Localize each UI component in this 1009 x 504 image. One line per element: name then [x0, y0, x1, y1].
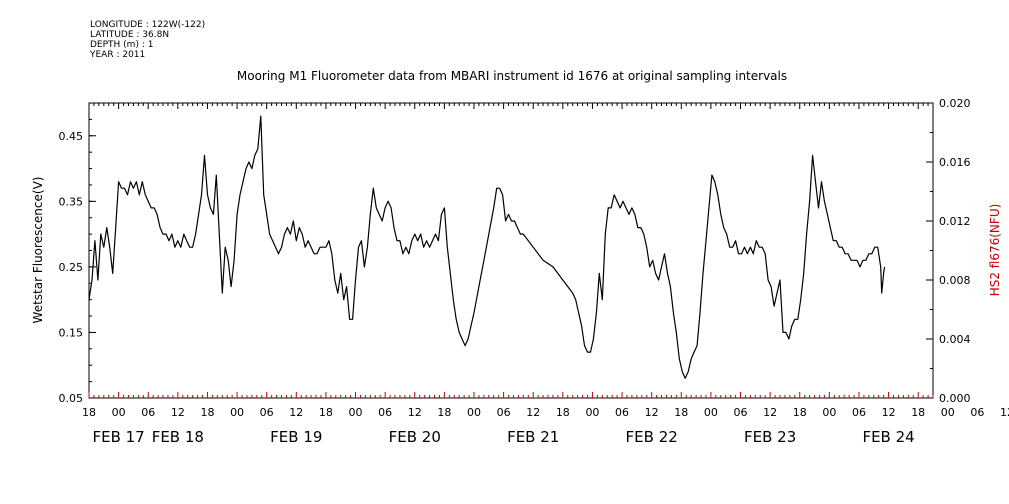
- x-tick-label: 12: [882, 406, 896, 419]
- series-line: [88, 115, 886, 379]
- x-tick-label: 00: [941, 406, 955, 419]
- y-tick-label-left: 0.05: [59, 392, 84, 405]
- x-axis-date-labels: FEB 17 FEB 18 FEB 19 FEB 20 FEB 21 FEB 22 FEB …: [92, 428, 914, 446]
- x-tick-label: 12: [289, 406, 303, 419]
- x-axis-hour-labels: 18 00 06 12 18 00 06 12 18 00 06 12 18 00 06 12 18 00 06 12…: [82, 406, 1009, 419]
- y-tick-label-left: 0.25: [59, 261, 84, 274]
- y-tick-label-right: 0.020: [939, 97, 971, 110]
- series-group: [88, 115, 886, 379]
- depth-label: DEPTH (m) : 1: [90, 40, 154, 50]
- top-ticks: [88, 103, 934, 109]
- date-label: FEB 18: [152, 428, 204, 446]
- y-tick-label-right: 0.004: [939, 333, 971, 346]
- x-tick-label: 18: [556, 406, 570, 419]
- x-tick-label: 06: [734, 406, 748, 419]
- x-tick-label: 18: [319, 406, 333, 419]
- x-tick-label: 00: [112, 406, 126, 419]
- x-tick-label: 18: [82, 406, 96, 419]
- y-tick-label-left: 0.15: [59, 326, 84, 339]
- y-axis-label-right: HS2 fl676(NFU): [988, 204, 1002, 297]
- plot-frame: [88, 102, 934, 399]
- dataset-info: LONGITUDE : 122W(-122) LATITUDE : 36.8N …: [90, 20, 205, 60]
- x-tick-label: 00: [349, 406, 363, 419]
- x-tick-label: 06: [378, 406, 392, 419]
- x-tick-label: 06: [615, 406, 629, 419]
- y-tick-label-left: 0.45: [59, 130, 84, 143]
- x-tick-label: 06: [141, 406, 155, 419]
- x-tick-label: 00: [585, 406, 599, 419]
- x-tick-label: 18: [674, 406, 688, 419]
- y-tick-label-right: 0.016: [939, 156, 971, 169]
- x-tick-label: 06: [852, 406, 866, 419]
- date-label: FEB 20: [389, 428, 441, 446]
- x-tick-label: 12: [526, 406, 540, 419]
- x-tick-label: 18: [437, 406, 451, 419]
- y-tick-label-right: 0.012: [939, 215, 971, 228]
- y-tick-label-left: 0.35: [59, 195, 84, 208]
- y-axis-label-left: Wetstar Fluorescence(V): [31, 177, 45, 324]
- date-label: FEB 22: [626, 428, 678, 446]
- x-tick-label: 06: [497, 406, 511, 419]
- date-label: FEB 19: [270, 428, 322, 446]
- left-y-axis: 0.05 0.15 0.25 0.35 0.45: [59, 102, 96, 405]
- date-label: FEB 24: [862, 428, 914, 446]
- x-tick-label: 12: [763, 406, 777, 419]
- date-label: FEB 17: [92, 428, 144, 446]
- x-tick-label: 18: [911, 406, 925, 419]
- x-tick-label: 00: [822, 406, 836, 419]
- longitude-label: LONGITUDE : 122W(-122): [90, 20, 206, 30]
- x-tick-label: 18: [200, 406, 214, 419]
- date-label: FEB 21: [507, 428, 559, 446]
- right-y-axis: 0.000 0.004 0.008 0.012 0.016 0.020: [926, 97, 971, 405]
- x-tick-label: 06: [970, 406, 984, 419]
- bottom-ticks: [88, 392, 934, 398]
- y-tick-label-right: 0.008: [939, 274, 971, 287]
- year-label: YEAR : 2011: [90, 50, 146, 60]
- x-tick-label: 06: [260, 406, 274, 419]
- chart-title: Mooring M1 Fluorometer data from MBARI i…: [237, 69, 787, 83]
- x-tick-label: 12: [408, 406, 422, 419]
- x-tick-label: 12: [171, 406, 185, 419]
- x-tick-label: 00: [467, 406, 481, 419]
- x-tick-label: 00: [704, 406, 718, 419]
- x-tick-label: 18: [793, 406, 807, 419]
- x-tick-label: 12: [645, 406, 659, 419]
- x-tick-label: 00: [230, 406, 244, 419]
- date-label: FEB 23: [744, 428, 796, 446]
- x-tick-label: 12: [1000, 406, 1009, 419]
- y-tick-label-right: 0.000: [939, 392, 971, 405]
- latitude-label: LATITUDE : 36.8N: [90, 30, 170, 40]
